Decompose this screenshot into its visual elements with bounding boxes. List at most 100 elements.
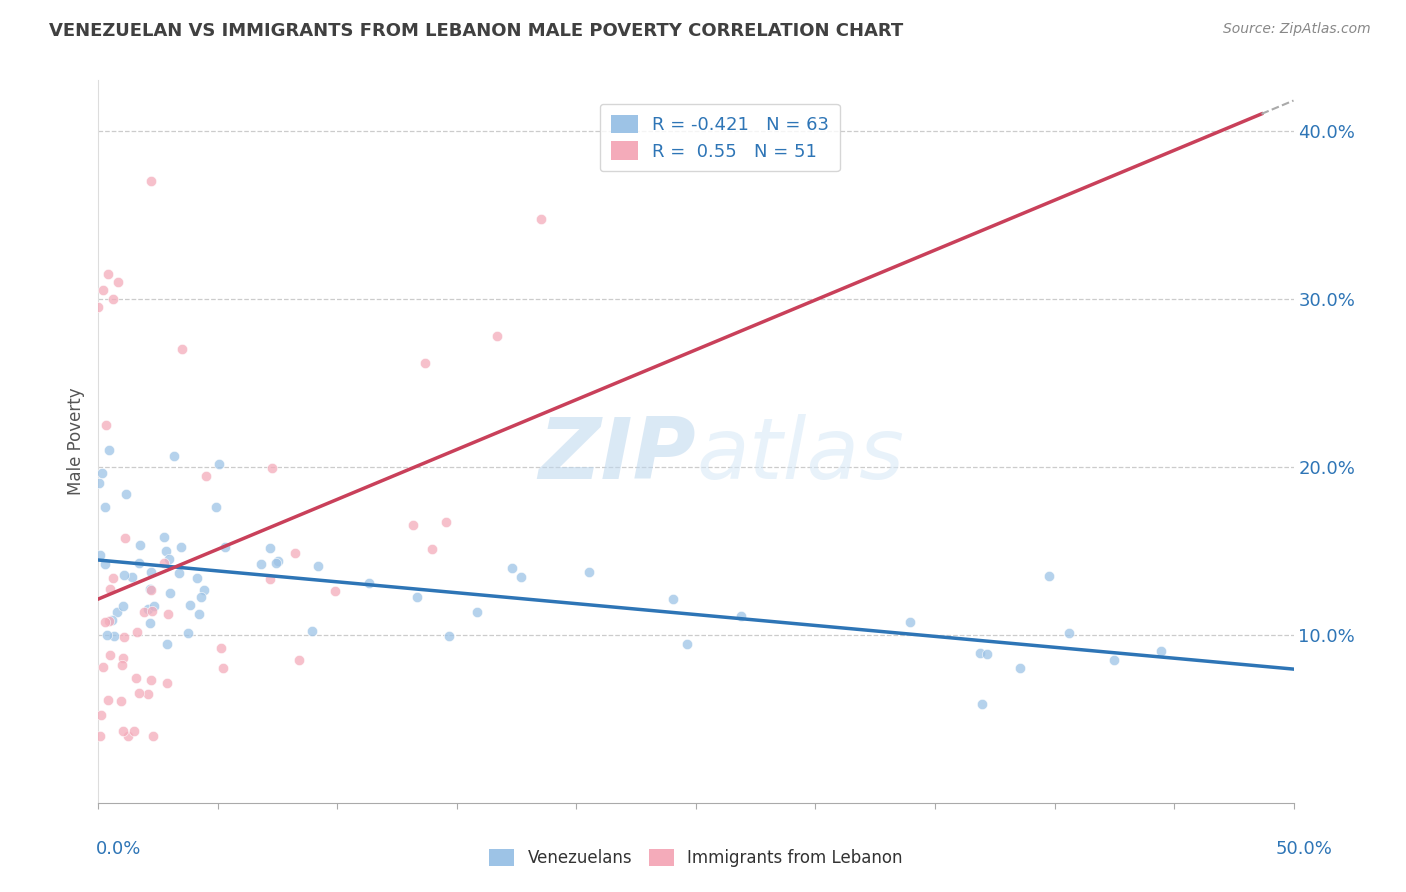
Point xyxy=(105,606,128,620)
Point xyxy=(112,723,135,738)
Point xyxy=(976,648,998,662)
Point xyxy=(101,570,124,584)
Point xyxy=(90,708,112,723)
Point xyxy=(159,586,181,600)
Point xyxy=(155,676,177,690)
Point xyxy=(157,552,180,566)
Point xyxy=(420,542,443,557)
Point xyxy=(139,582,162,597)
Point xyxy=(141,582,163,597)
Point xyxy=(1150,644,1173,658)
Point xyxy=(167,566,190,581)
Point xyxy=(98,648,121,662)
Point xyxy=(117,729,139,743)
Point xyxy=(103,629,125,643)
Point xyxy=(139,174,162,188)
Point xyxy=(1038,569,1060,583)
Point xyxy=(676,637,699,651)
Point xyxy=(264,556,287,570)
Point xyxy=(405,590,427,604)
Point xyxy=(128,556,150,570)
Point xyxy=(89,729,111,743)
Point xyxy=(112,599,135,613)
Point xyxy=(153,530,176,544)
Point xyxy=(969,646,991,660)
Point xyxy=(163,449,186,463)
Point xyxy=(91,283,114,297)
Point xyxy=(139,616,162,631)
Point xyxy=(578,565,600,579)
Point xyxy=(357,575,380,590)
Text: Source: ZipAtlas.com: Source: ZipAtlas.com xyxy=(1223,22,1371,37)
Point xyxy=(97,267,120,281)
Point xyxy=(662,592,685,607)
Point xyxy=(112,567,135,582)
Point xyxy=(187,607,209,622)
Point xyxy=(179,598,201,612)
Point xyxy=(970,697,993,711)
Point xyxy=(87,300,110,314)
Point xyxy=(115,487,138,501)
Y-axis label: Male Poverty: Male Poverty xyxy=(66,388,84,495)
Point xyxy=(186,570,208,584)
Point xyxy=(128,686,150,700)
Point xyxy=(111,651,134,665)
Point xyxy=(136,601,159,615)
Point xyxy=(530,212,553,227)
Point xyxy=(486,329,509,343)
Point xyxy=(434,515,457,529)
Point xyxy=(172,342,194,356)
Point xyxy=(136,687,159,701)
Point xyxy=(100,613,122,627)
Point xyxy=(97,693,120,707)
Point xyxy=(91,660,114,674)
Point xyxy=(107,275,129,289)
Point xyxy=(190,591,212,605)
Point xyxy=(465,605,488,619)
Point xyxy=(730,608,752,623)
Point xyxy=(89,548,111,562)
Point xyxy=(413,356,436,370)
Point xyxy=(125,671,148,685)
Point xyxy=(266,554,288,568)
Point xyxy=(437,629,460,643)
Text: atlas: atlas xyxy=(696,415,904,498)
Point xyxy=(501,560,523,574)
Point xyxy=(101,292,124,306)
Point xyxy=(141,604,163,618)
Point xyxy=(207,457,229,471)
Point xyxy=(204,500,226,515)
Point xyxy=(132,605,155,619)
Point xyxy=(94,418,117,433)
Point xyxy=(509,569,531,583)
Point xyxy=(157,607,180,622)
Point xyxy=(122,723,145,738)
Point xyxy=(193,582,215,597)
Point xyxy=(156,637,179,651)
Point xyxy=(98,443,121,458)
Point xyxy=(212,661,235,675)
Point xyxy=(170,540,193,554)
Point xyxy=(323,584,346,599)
Text: 0.0%: 0.0% xyxy=(96,840,141,858)
Point xyxy=(284,546,307,560)
Point xyxy=(209,640,232,655)
Point xyxy=(1102,653,1125,667)
Point xyxy=(129,538,152,552)
Point xyxy=(141,565,163,579)
Legend: Venezuelans, Immigrants from Lebanon: Venezuelans, Immigrants from Lebanon xyxy=(489,848,903,867)
Point xyxy=(177,625,200,640)
Point xyxy=(142,729,165,743)
Point xyxy=(287,653,309,667)
Point xyxy=(402,518,425,533)
Point xyxy=(259,572,281,586)
Point xyxy=(141,673,163,687)
Point xyxy=(110,693,132,707)
Point xyxy=(96,627,118,641)
Point xyxy=(97,615,120,629)
Point xyxy=(114,532,136,546)
Point xyxy=(214,540,236,554)
Point xyxy=(94,615,117,629)
Point xyxy=(90,467,112,481)
Point xyxy=(112,630,135,644)
